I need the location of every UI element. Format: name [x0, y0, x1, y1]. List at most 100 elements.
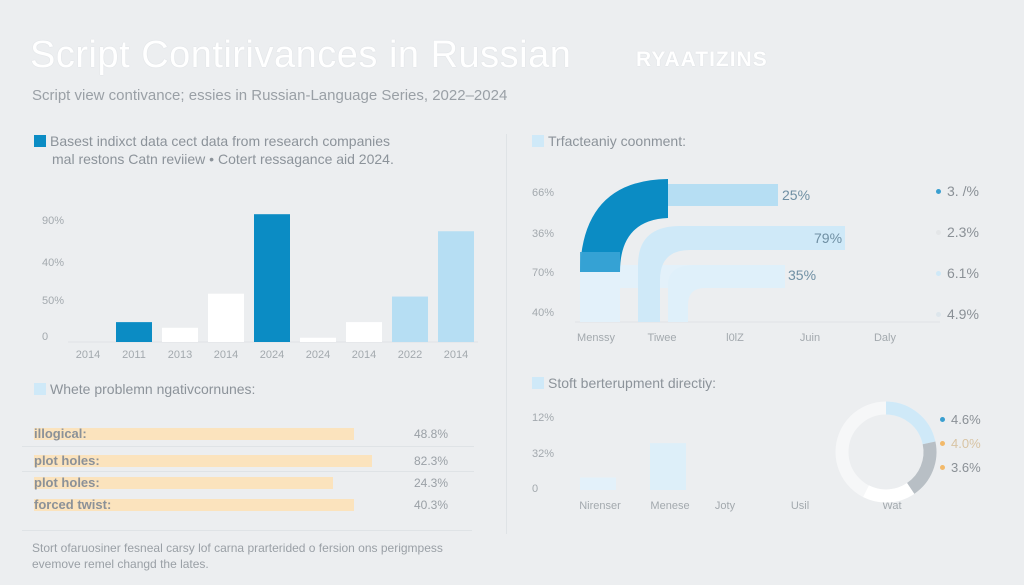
legend-item: 3.6% [940, 460, 1010, 484]
legend-value: 2.3% [947, 224, 979, 240]
x-tick-label: 2011 [122, 349, 146, 361]
x-tick-label: Juin [800, 332, 820, 344]
y-tick-label: 90% [42, 215, 64, 227]
y-tick-label: 0 [532, 483, 538, 495]
panel1-subtitle: mal restons Catn reviiew • Cotert ressag… [52, 151, 394, 167]
panel2-title: Trfacteaniy coonment: [548, 133, 686, 149]
legend-square-icon [532, 377, 544, 389]
band-label: 25% [782, 187, 810, 203]
x-tick-label: 2022 [398, 349, 422, 361]
hbar-label: forced twist: [34, 497, 112, 512]
bar [116, 322, 152, 342]
legend-dot-icon [936, 312, 941, 317]
hbar-row: plot holes: 24.3% [34, 475, 474, 491]
bar [346, 322, 382, 342]
hbar-gridline [22, 471, 474, 472]
legend-value: 3. /% [947, 183, 979, 199]
bar [254, 214, 290, 342]
x-tick-label: l0lZ [726, 332, 744, 344]
x-tick-label: 2013 [168, 349, 192, 361]
hbar-bar [34, 477, 333, 489]
legend-item: 3. /% [936, 183, 1006, 224]
hbar-value: 48.8% [414, 427, 449, 441]
hbar-bar [34, 499, 354, 511]
legend-item: 6.1% [936, 265, 1006, 306]
donut-legend: 4.6% 4.0% 3.6% [940, 412, 1010, 484]
hbar-value: 82.3% [414, 454, 449, 468]
panel3-heading: Whete problemn ngativcornunes: [34, 381, 255, 397]
donut-slice [885, 401, 936, 445]
legend-value: 4.9% [947, 306, 979, 322]
hbar-row: forced twist: 40.3% [34, 497, 474, 513]
vertical-bar-chart-1: 90% 40% 50% 0 2014 2011 2013 2014 2024 2024 2014 20… [42, 214, 478, 361]
donut-slice [863, 482, 915, 503]
x-tick-label: 2024 [306, 349, 330, 361]
legend-square-icon [34, 135, 46, 147]
page-title: Script Contirivances in Russian [30, 34, 572, 76]
band-arc [580, 179, 668, 272]
x-tick-label: 2014 [214, 349, 238, 361]
donut-chart [835, 401, 937, 503]
x-tick-label: Usil [791, 500, 809, 512]
legend-dot-icon [936, 230, 941, 235]
bar [392, 296, 428, 342]
footer-line-1: Stort ofaruosiner fesneal carsy lof carn… [32, 541, 443, 555]
area-band-chart: 66% 36% 70% 40% 25% 79% 35% Menssy Tiwee l0lZ Juin… [532, 179, 940, 344]
y-tick-label: 66% [532, 187, 554, 199]
y-tick-label: 50% [42, 295, 64, 307]
x-tick-label: 2024 [260, 349, 284, 361]
panel4-heading: Stoft berterupment directiy: [532, 375, 716, 391]
hbar-value: 24.3% [414, 476, 449, 490]
y-tick-label: 70% [532, 267, 554, 279]
vertical-divider [506, 134, 507, 534]
bar [580, 477, 616, 490]
y-tick-label: 32% [532, 448, 554, 460]
bar [650, 443, 686, 490]
legend-dot-icon [940, 441, 945, 446]
panel2-heading: Trfacteaniy coonment: [532, 133, 686, 149]
band-area [638, 226, 845, 322]
page-subtitle: Script view contivance; essies in Russia… [32, 87, 508, 104]
y-tick-label: 40% [532, 307, 554, 319]
panel1-title: Basest indixct data cect data from resea… [50, 133, 391, 149]
x-tick-label: Menssy [577, 332, 615, 344]
hbar-bar [34, 455, 372, 467]
panel3-title: Whete problemn ngativcornunes: [50, 381, 256, 397]
hbar-label: plot holes: [34, 453, 100, 468]
band-label: 35% [788, 267, 816, 283]
legend-dot-icon [940, 417, 945, 422]
hbar-bar [34, 428, 354, 440]
hbar-row: plot holes: 82.3% [34, 453, 474, 469]
legend-square-icon [532, 135, 544, 147]
band-area [668, 265, 785, 322]
band-label: 79% [814, 230, 842, 246]
x-tick-label: Wat [882, 500, 901, 512]
hbar-label: illogical: [34, 426, 87, 441]
y-tick-label: 0 [42, 331, 48, 343]
legend-dot-icon [940, 465, 945, 470]
band-arc-segment [580, 252, 620, 272]
x-tick-label: 2014 [76, 349, 100, 361]
legend-value: 3.6% [951, 460, 981, 475]
legend-dot-icon [936, 189, 941, 194]
x-tick-label: Menese [650, 500, 689, 512]
legend-item: 4.6% [940, 412, 1010, 436]
legend-square-icon [34, 383, 46, 395]
x-tick-label: Daly [874, 332, 897, 344]
x-tick-label: 2014 [444, 349, 468, 361]
bar [300, 337, 336, 342]
brand-logo: RYAATIZINS [636, 48, 768, 71]
y-tick-label: 36% [532, 228, 554, 240]
panel1-heading: Basest indixct data cect data from resea… [34, 133, 390, 149]
band-top [668, 184, 778, 206]
legend-item: 2.3% [936, 224, 1006, 265]
footer-line-2: evemove remel changd the lates. [32, 557, 209, 571]
legend-item: 4.0% [940, 436, 1010, 460]
hbar-value: 40.3% [414, 498, 449, 512]
vertical-bar-chart-2: 12% 32% 0 Nirenser Menese Joty Usil Wat [532, 412, 902, 512]
y-tick-label: 12% [532, 412, 554, 424]
hbar-label: plot holes: [34, 475, 100, 490]
legend-dot-icon [936, 271, 941, 276]
panel2-legend: 3. /% 2.3% 6.1% 4.9% [936, 183, 1006, 347]
legend-value: 4.0% [951, 436, 981, 451]
